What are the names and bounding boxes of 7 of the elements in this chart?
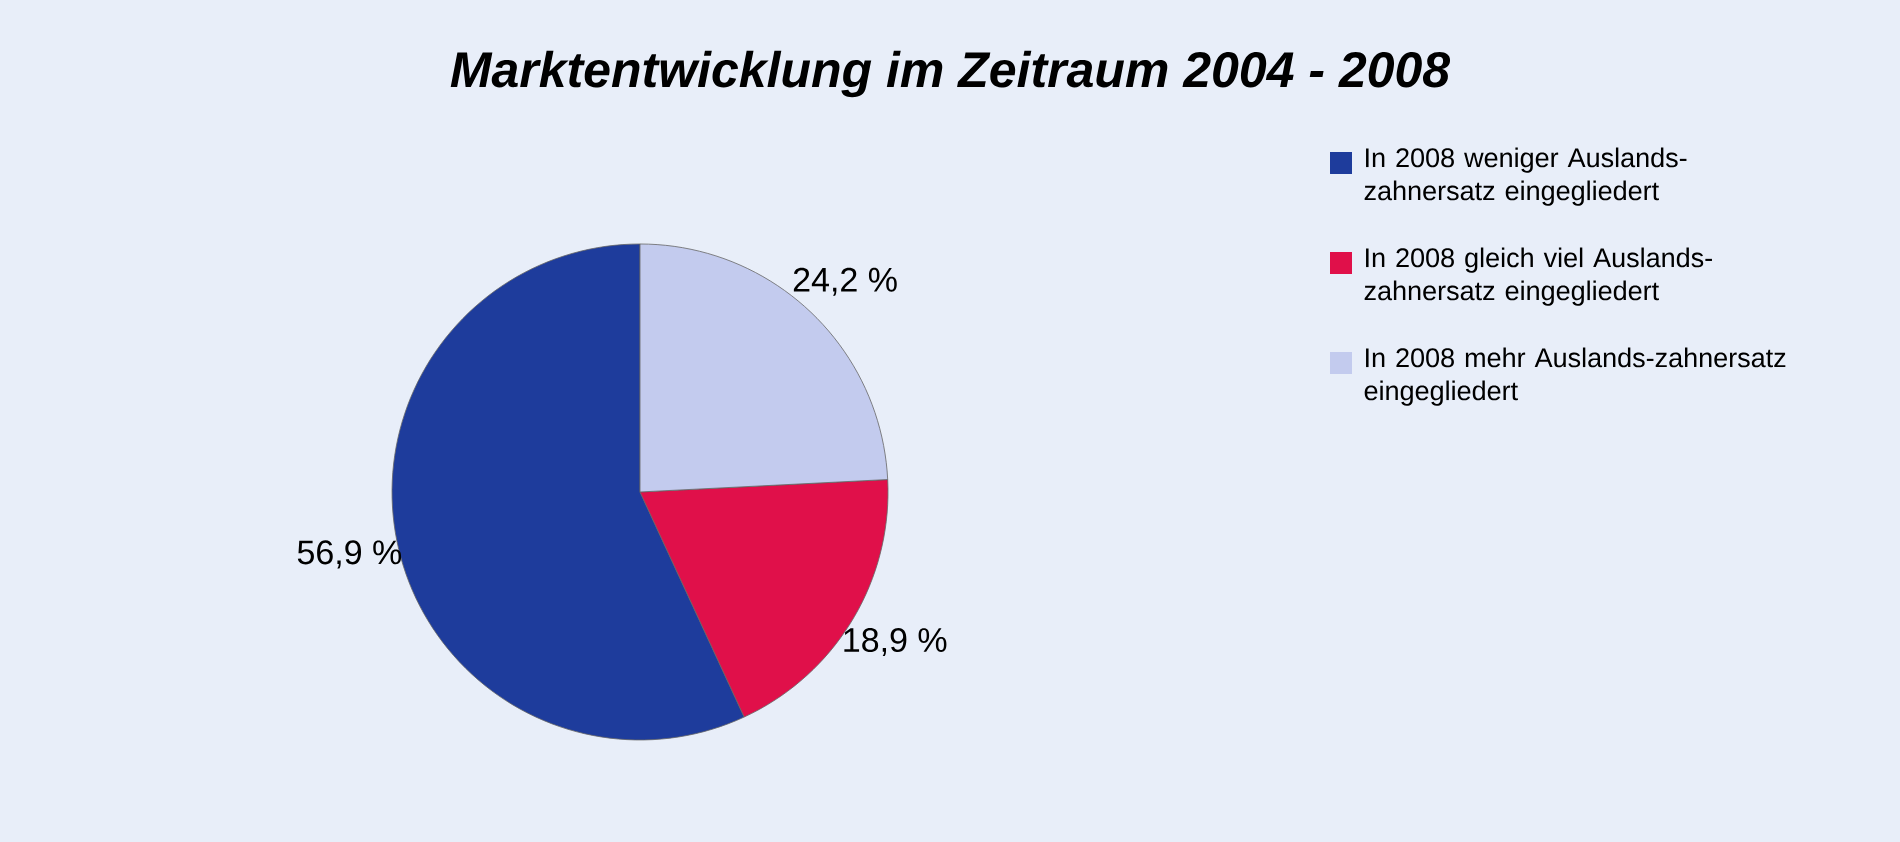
legend-label: In 2008 mehr Auslands-zahnersatz eingegliedert — [1364, 347, 1786, 406]
data-label: 24,2 % — [793, 267, 897, 296]
data-label: 56,9 % — [297, 540, 402, 569]
legend-label: In 2008 gleich viel Auslands-zahnersatz eingegliedert — [1364, 247, 1712, 306]
data-label: 18,9 % — [844, 627, 947, 657]
chart-title: Marktentwicklung im Zeitraum 2004 - 2008 — [450, 50, 1451, 98]
legend-label: In 2008 weniger Auslands-zahnersatz eingegliedert — [1364, 147, 1687, 206]
